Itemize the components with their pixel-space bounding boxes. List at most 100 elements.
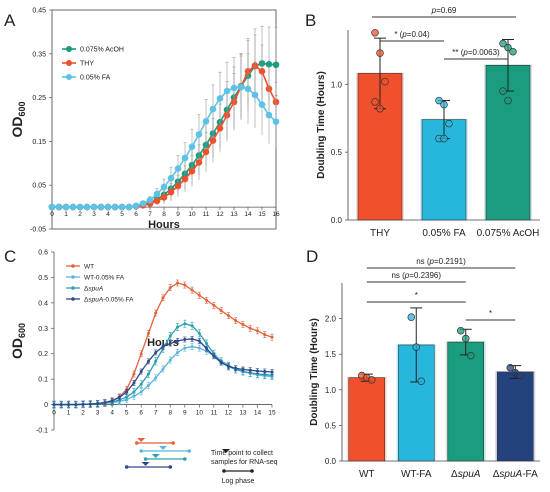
legend-label-part: -0.05% FA bbox=[103, 296, 134, 303]
data-point bbox=[160, 194, 168, 201]
log-phase-end bbox=[187, 449, 191, 453]
chart-a-growth-curves: -0.050.050.150.250.350.450 1 2 3 4 5 6 7 8 9 10 11 1… bbox=[9, 8, 280, 234]
data-point bbox=[270, 370, 274, 374]
data-point bbox=[176, 339, 180, 343]
replicate-point bbox=[371, 28, 379, 37]
data-point bbox=[190, 345, 194, 349]
x-tick-label: 14 bbox=[244, 211, 252, 218]
data-point bbox=[205, 347, 209, 351]
data-point bbox=[181, 154, 189, 162]
log-phase-end bbox=[168, 465, 173, 469]
x-tick-label: 3 bbox=[92, 211, 96, 218]
replicate-point bbox=[516, 371, 524, 380]
data-point bbox=[248, 368, 252, 372]
significance-label-part: p bbox=[404, 271, 410, 280]
data-point bbox=[154, 350, 158, 354]
significance-label-part: =0.69 bbox=[436, 6, 457, 15]
replicate-point bbox=[467, 351, 475, 360]
category-label-part: -FA bbox=[522, 469, 538, 480]
data-point bbox=[146, 372, 150, 376]
data-point bbox=[90, 203, 98, 211]
y-axis-title: Doubling Time (Hours) bbox=[309, 318, 320, 426]
data-point bbox=[197, 339, 201, 343]
y-tick-label: 0.45 bbox=[32, 8, 46, 15]
data-point bbox=[161, 296, 165, 300]
legend-swatch-marker bbox=[66, 46, 72, 52]
y-tick-label: 0.6 bbox=[38, 250, 48, 257]
x-tick-label: 5 bbox=[120, 211, 124, 218]
legend-swatch-marker bbox=[66, 60, 72, 66]
replicate-point bbox=[440, 100, 448, 109]
data-point bbox=[117, 395, 121, 399]
y-axis-title: Doubling Time (Hours) bbox=[316, 71, 327, 179]
data-point bbox=[183, 346, 187, 350]
y-axis-title-main: OD bbox=[9, 117, 25, 138]
data-point bbox=[110, 399, 114, 403]
data-point bbox=[248, 326, 252, 330]
significance-label: * (p=0.04) bbox=[394, 30, 430, 39]
replicate-point bbox=[499, 87, 507, 95]
panel-label-a: A bbox=[4, 11, 16, 30]
y-tick-label: 0 bbox=[44, 402, 48, 409]
bar bbox=[348, 377, 386, 462]
significance-label: * bbox=[415, 291, 418, 300]
sampling-time-marker bbox=[141, 462, 150, 466]
x-tick-label: 8 bbox=[168, 410, 172, 417]
data-point bbox=[230, 84, 238, 92]
y-tick-label: 0.5 bbox=[331, 148, 343, 157]
significance-label-part: p bbox=[401, 30, 407, 39]
data-point bbox=[255, 369, 259, 373]
log-phase-end bbox=[171, 441, 175, 445]
replicate-point bbox=[435, 96, 443, 105]
significance-label-part: ns ( bbox=[416, 257, 430, 266]
replicate-point bbox=[412, 343, 421, 351]
data-point bbox=[48, 203, 56, 211]
significance-label-part: * bbox=[489, 309, 492, 318]
data-point bbox=[183, 322, 187, 326]
data-point bbox=[272, 61, 280, 69]
data-point bbox=[219, 308, 223, 312]
replicate-point bbox=[417, 377, 426, 386]
y-tick-label: 1.0 bbox=[325, 386, 337, 395]
bar bbox=[496, 371, 534, 462]
significance-label: ** (p=0.0063) bbox=[452, 48, 500, 57]
data-point bbox=[197, 346, 201, 350]
data-point bbox=[226, 364, 230, 368]
sampling-time-marker bbox=[137, 438, 146, 442]
replicate-point bbox=[440, 134, 448, 143]
data-point bbox=[183, 337, 187, 341]
legend-sampling-label-line2: samples for RNA-seq bbox=[211, 459, 278, 466]
data-point bbox=[62, 203, 70, 211]
y-tick-label: 0.2 bbox=[38, 351, 48, 358]
data-point bbox=[188, 167, 196, 175]
x-tick-label: 7 bbox=[154, 410, 158, 417]
legend-label: ΔspuA bbox=[84, 285, 103, 292]
replicate-point bbox=[407, 313, 416, 321]
data-point bbox=[153, 190, 161, 198]
series-line bbox=[54, 323, 273, 406]
x-tick-label: 10 bbox=[196, 410, 204, 417]
data-point bbox=[161, 367, 165, 371]
legend-swatch-marker bbox=[71, 297, 75, 301]
legend-log-phase-end bbox=[250, 469, 254, 473]
bar bbox=[447, 341, 485, 462]
data-point bbox=[104, 203, 112, 211]
data-point bbox=[216, 124, 224, 132]
legend-label-part: spuA bbox=[88, 296, 103, 303]
legend-label-part: WT bbox=[84, 263, 94, 270]
data-point bbox=[270, 335, 274, 339]
significance-label-part: p bbox=[462, 48, 468, 57]
data-point bbox=[263, 370, 267, 374]
data-point bbox=[69, 203, 77, 211]
data-point bbox=[168, 342, 172, 346]
data-point bbox=[125, 390, 129, 394]
data-point bbox=[81, 402, 85, 406]
y-axis-title: OD600 bbox=[9, 101, 27, 137]
x-tick-label: 4 bbox=[110, 410, 114, 417]
x-tick-label: 4 bbox=[106, 211, 110, 218]
x-tick-label: 1 bbox=[67, 410, 71, 417]
data-point bbox=[139, 382, 143, 386]
log-phase-start bbox=[135, 441, 139, 445]
replicate-point bbox=[371, 98, 379, 106]
x-tick-label: 9 bbox=[176, 211, 180, 218]
